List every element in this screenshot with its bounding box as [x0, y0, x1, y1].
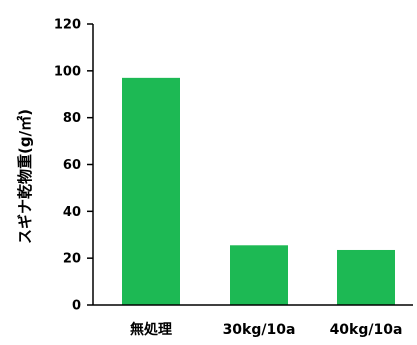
y-tick-label: 120: [54, 18, 81, 33]
y-axis-title: スギナ乾物重(g/㎡): [16, 109, 34, 244]
bar-2: [337, 249, 395, 305]
x-category-label: 無処理: [130, 321, 172, 338]
y-tick-label: 60: [63, 158, 81, 173]
y-ticks-layer: 0 20 40 60 80 100 120: [54, 18, 93, 314]
y-tick-label: 0: [72, 299, 81, 314]
bars-layer: [122, 77, 395, 305]
bar-0: [122, 77, 180, 305]
bar-1: [230, 245, 288, 305]
y-tick-label: 80: [63, 111, 81, 126]
x-category-label: 40kg/10a: [330, 322, 403, 338]
x-category-label: 30kg/10a: [223, 322, 296, 338]
y-tick-label: 100: [54, 64, 81, 79]
y-tick-label: 20: [63, 252, 81, 267]
x-labels-layer: 無処理 30kg/10a 40kg/10a: [130, 321, 402, 338]
y-tick-label: 40: [63, 205, 81, 220]
